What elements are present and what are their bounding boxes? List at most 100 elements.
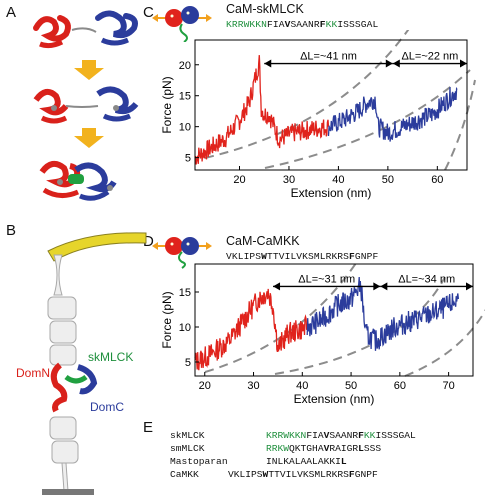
x-tick-label: 60 (394, 380, 406, 392)
arrowhead-left-icon (273, 282, 281, 291)
down-arrow-icon (74, 60, 104, 80)
row-segment: INLKALAALAKKI (266, 456, 341, 467)
seq-d-segment: GNPF (354, 251, 379, 262)
row-segment: RAIGR (329, 443, 359, 454)
row-segment: FIA (306, 430, 324, 441)
delta-l-label: ΔL=~22 nm (401, 51, 458, 63)
row-segment: F (358, 430, 364, 441)
x-axis-label: Extension (nm) (291, 186, 372, 200)
y-tick-label: 15 (179, 91, 191, 103)
seq-d-segment: F (349, 251, 355, 262)
cam-wrapped-complex-structure (39, 160, 117, 201)
series-line-0 (194, 288, 308, 371)
cam-complex (50, 362, 98, 413)
row-segment: RRKW (266, 443, 290, 454)
series-line-1 (306, 276, 460, 351)
row-segment: V (323, 443, 330, 454)
label-domc: DomC (90, 400, 125, 414)
row-name: smMLCK (170, 443, 205, 454)
row-name: CaMKK (170, 469, 199, 480)
row-sequence: KRRWKKNFIAVSAANRFKKISSSGAL (266, 429, 416, 442)
row-sequence: VKLIPSWTTVILVKSMLRKRSFGNPF (228, 468, 378, 481)
arrowhead-right-icon (460, 59, 467, 68)
seq-c-segment: SAANR (290, 19, 320, 30)
row-segment: L (358, 443, 364, 454)
x-tick-label: 20 (199, 380, 211, 392)
row-name: skMLCK (170, 430, 205, 441)
wlc-fit-curve (204, 30, 410, 159)
yellow-bead-surface (47, 232, 147, 262)
row-segment: F (348, 469, 355, 480)
seq-d-segment: TTVILVKSMLRKRS (267, 251, 350, 262)
seq-c-segment: F (319, 19, 326, 30)
x-axis-label: Extension (nm) (294, 392, 375, 406)
seq-d-segment: VKLIPS (226, 251, 262, 262)
y-tick-label: 5 (185, 153, 191, 165)
row-sequence: RRKWQKTGHAVRAIGRLSSS (266, 442, 381, 455)
x-tick-label: 40 (332, 174, 344, 186)
seq-c-segment: KRRWKKN (226, 19, 268, 30)
row-segment: V (323, 430, 330, 441)
panel-c-title: CaM-skMLCK (226, 2, 304, 16)
arrowhead-left-icon (392, 59, 400, 68)
panel-label-c: C (143, 4, 154, 21)
x-tick-label: 20 (233, 174, 245, 186)
row-segment: KRRWKKN (266, 430, 307, 441)
label-skmlck: skMLCK (88, 350, 134, 364)
titin-fibre-lower (49, 416, 79, 492)
arrowhead-left-icon (380, 282, 388, 291)
wlc-fit-curve (204, 262, 358, 373)
x-tick-label: 40 (296, 380, 308, 392)
chart-d: 20 30 40 50 60 70 5 10 15 Extension (nm) Force (pN… (160, 262, 485, 406)
panel-d-title: CaM-CaMKK (226, 234, 300, 248)
panel-d-sequence: VKLIPSWTTVILVKSMLRKRSFGNPF (226, 251, 378, 262)
arrowhead-right-icon (385, 59, 393, 68)
x-tick-label: 60 (431, 174, 443, 186)
seq-c-segment: FIA (267, 19, 285, 30)
titin-fibre-upper (47, 254, 77, 366)
label-domn: DomN (16, 366, 51, 380)
y-tick-label: 5 (185, 357, 191, 369)
x-tick-label: 50 (382, 174, 394, 186)
delta-l-label: ΔL=~34 nm (398, 273, 455, 285)
panel-d-dumbbell-icon (152, 237, 212, 269)
x-tick-label: 50 (345, 380, 357, 392)
wlc-fit-curve (264, 69, 471, 169)
row-sequence: INLKALAALAKKIL (266, 455, 347, 468)
seq-c-segment: KK (325, 19, 338, 30)
row-segment: L (340, 456, 347, 467)
wlc-fit-curve (444, 79, 476, 171)
panel-label-a: A (6, 4, 17, 21)
delta-l-label: ΔL=~31 nm (298, 273, 355, 285)
cam-peptide-bound-structure (33, 86, 139, 124)
series-line-0 (194, 55, 330, 165)
y-tick-label: 10 (179, 122, 191, 134)
panel-c-sequence: KRRWKKNFIAVSAANRFKKISSSGAL (226, 19, 378, 30)
panel-b-fiber (42, 232, 147, 495)
x-tick-label: 70 (442, 380, 454, 392)
y-axis-label: Force (pN) (160, 291, 174, 348)
x-tick-label: 30 (247, 380, 259, 392)
surface-base (42, 489, 94, 495)
y-tick-label: 15 (179, 287, 191, 299)
seq-d-segment: W (261, 251, 268, 262)
plot-frame (194, 263, 474, 377)
panel-label-e: E (143, 419, 154, 436)
series-line-1 (327, 86, 458, 142)
row-segment: TTVILVKSMLRKRS (268, 469, 349, 480)
row-segment: SAANR (329, 430, 359, 441)
x-tick-label: 30 (283, 174, 295, 186)
row-segment: VKLIPS (228, 469, 263, 480)
cam-open-structure (33, 10, 138, 49)
row-segment: ISSSGAL (375, 430, 416, 441)
delta-l-label: ΔL=~41 nm (300, 51, 357, 63)
panel-a-structures (33, 10, 139, 201)
row-segment: W (262, 469, 269, 480)
row-segment: QKTGHA (289, 443, 324, 454)
arrowhead-left-icon (264, 59, 272, 68)
arrowhead-right-icon (466, 282, 473, 291)
panel-label-b: B (6, 222, 17, 239)
seq-c-segment: V (284, 19, 291, 30)
down-arrow-icon (74, 128, 104, 148)
